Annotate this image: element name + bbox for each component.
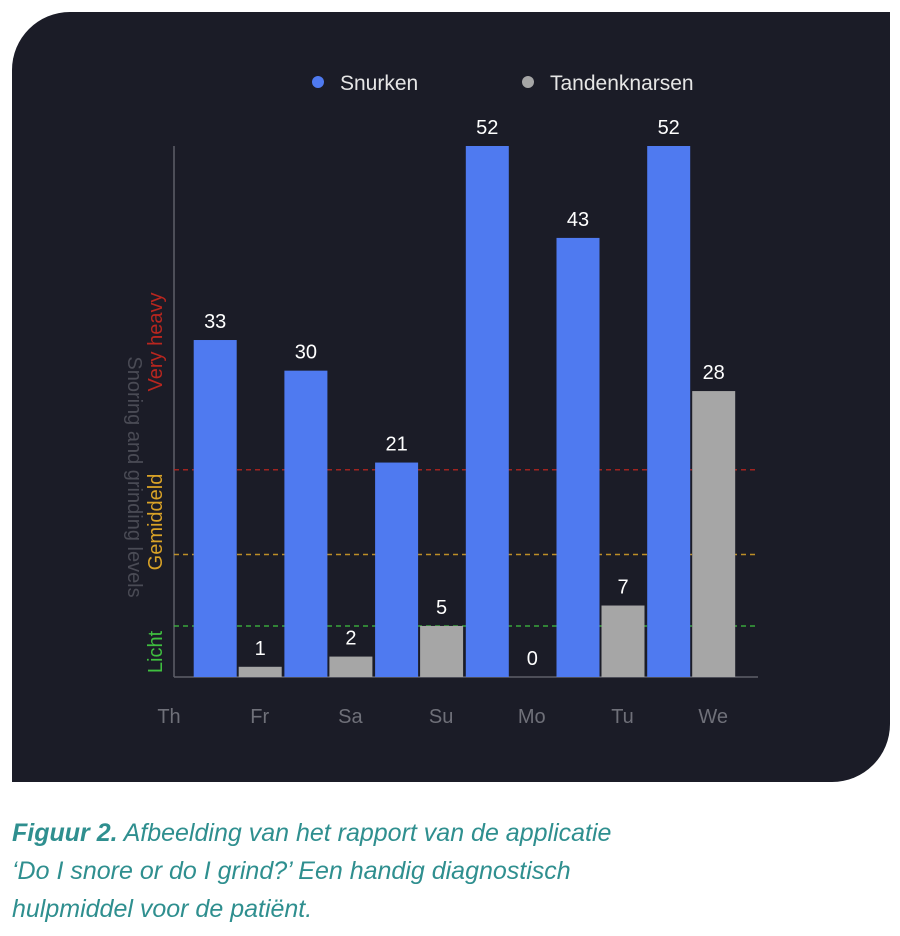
x-tick-fr: Fr (250, 706, 269, 728)
x-tick-tu: Tu (611, 706, 634, 728)
bar-label-tandenknarsen-mo: 0 (527, 648, 538, 670)
bar-label-snurken-mo: 52 (476, 117, 498, 139)
threshold-label-1: Gemiddeld (145, 474, 167, 571)
legend-marker-tandenknarsen (522, 76, 534, 88)
bar-label-tandenknarsen-su: 5 (436, 597, 447, 619)
threshold-label-0: Licht (145, 630, 167, 673)
bar-label-tandenknarsen-we: 28 (703, 362, 725, 384)
bar-snurken-sa (284, 370, 328, 677)
chart-panel: Licht Gemiddeld Very heavy Snoring and grin… (12, 12, 890, 782)
legend-label-tandenknarsen: Tandenknarsen (550, 72, 694, 95)
x-tick-sa: Sa (338, 706, 363, 728)
bar-label-snurken-sa: 30 (295, 342, 317, 364)
caption-line-1: Figuur 2. Afbeelding van het rapport van… (12, 814, 882, 852)
bar-tandenknarsen-tu (601, 605, 645, 677)
bar-label-tandenknarsen-fr: 1 (255, 638, 266, 660)
caption-line-3: hulpmiddel voor de patiënt. (12, 895, 313, 923)
bar-snurken-tu (556, 237, 600, 677)
legend-label-snurken: Snurken (340, 72, 418, 95)
bar-label-snurken-fr: 33 (204, 311, 226, 333)
bar-snurken-fr (193, 340, 237, 677)
bar-tandenknarsen-we (692, 391, 736, 677)
caption-lead: Figuur 2. (12, 819, 118, 847)
legend-marker-snurken (312, 76, 324, 88)
bar-tandenknarsen-sa (329, 656, 373, 677)
bar-label-snurken-we: 52 (658, 117, 680, 139)
figure-caption: Figuur 2. Afbeelding van het rapport van… (12, 814, 882, 928)
x-tick-we: We (698, 706, 728, 728)
bar-label-tandenknarsen-sa: 2 (345, 628, 356, 650)
bar-snurken-we (647, 146, 691, 677)
threshold-label-2: Very heavy (145, 293, 167, 392)
x-tick-su: Su (429, 706, 453, 728)
x-tick-th: Th (157, 706, 180, 728)
bar-label-snurken-tu: 43 (567, 209, 589, 231)
bar-label-snurken-su: 21 (385, 434, 407, 456)
bar-tandenknarsen-su (420, 625, 464, 677)
bar-snurken-su (375, 462, 419, 677)
caption-text-1: Afbeelding van het rapport van de applic… (123, 819, 612, 847)
x-tick-mo: Mo (518, 706, 546, 728)
bar-snurken-mo (465, 146, 509, 677)
bar-label-tandenknarsen-tu: 7 (617, 577, 628, 599)
caption-line-2: ‘Do I snore or do I grind?’ Een handig d… (12, 857, 571, 885)
y-axis-label: Snoring and grinding levels (123, 356, 145, 597)
bar-tandenknarsen-fr (238, 666, 282, 677)
